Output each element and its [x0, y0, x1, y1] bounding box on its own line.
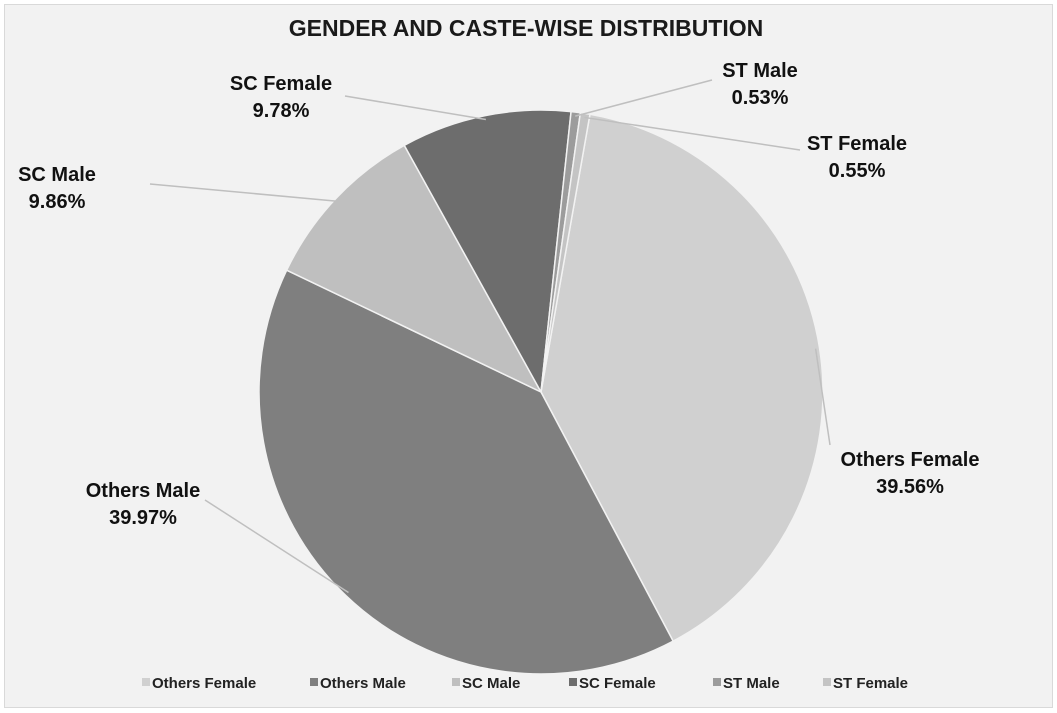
pie-slice-sc-male [285, 144, 543, 394]
leader-line-st-male [575, 79, 713, 117]
chart-legend: Others Female Others Male SC Male SC Female… [142, 675, 908, 692]
leader-line-others-male [204, 499, 349, 594]
legend-label-st-male: ST Male [723, 675, 780, 692]
legend-label-others-male: Others Male [320, 675, 406, 692]
leader-line-others-female [814, 348, 831, 446]
legend-swatch-others-female [142, 678, 150, 686]
legend-label-others-female: Others Female [152, 675, 256, 692]
legend-swatch-sc-male [452, 678, 460, 686]
data-label-sc-male: SC Male 9.86% [18, 164, 96, 213]
pie-slice-others-male [258, 269, 675, 675]
legend-label-sc-female: SC Female [579, 675, 656, 692]
leader-line-st-female [584, 116, 801, 151]
legend-label-st-female: ST Female [833, 675, 908, 692]
legend-swatch-others-male [310, 678, 318, 686]
data-label-sc-female: SC Female 9.78% [230, 73, 332, 122]
legend-swatch-sc-female [569, 678, 577, 686]
pie-slice-others-female [540, 113, 824, 643]
leader-line-sc-female [344, 95, 486, 121]
legend-label-sc-male: SC Male [462, 675, 520, 692]
data-label-others-male: Others Male 39.97% [86, 480, 200, 529]
legend-swatch-st-female [823, 678, 831, 686]
chart-title: GENDER AND CASTE-WISE DISTRIBUTION [289, 15, 764, 41]
legend-swatch-st-male [713, 678, 721, 686]
data-label-st-female: ST Female 0.55% [807, 133, 907, 182]
data-label-st-male: ST Male 0.53% [722, 60, 798, 109]
leader-line-sc-male [149, 183, 339, 203]
pie-slice-sc-female [403, 109, 572, 395]
data-label-others-female: Others Female 39.56% [841, 449, 980, 498]
